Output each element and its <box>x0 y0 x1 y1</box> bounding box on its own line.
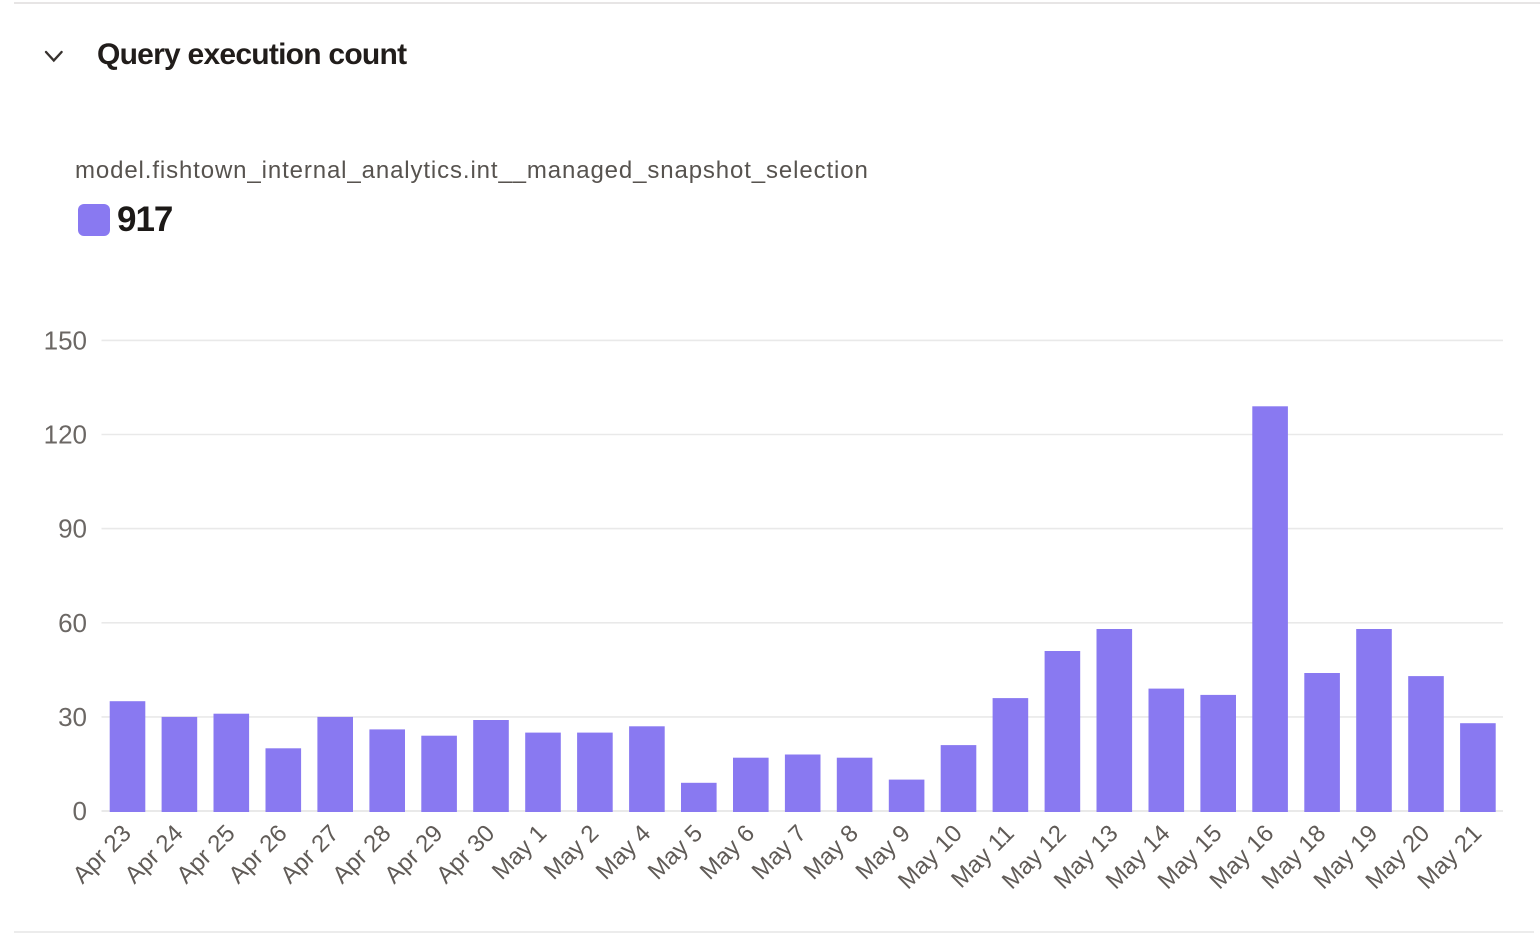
svg-text:120: 120 <box>44 420 87 450</box>
svg-text:90: 90 <box>58 514 87 544</box>
svg-text:150: 150 <box>44 325 87 355</box>
svg-text:Apr 27: Apr 27 <box>275 820 344 889</box>
svg-text:May 8: May 8 <box>799 820 864 885</box>
svg-text:Apr 30: Apr 30 <box>431 820 500 889</box>
svg-text:Apr 29: Apr 29 <box>379 820 448 889</box>
svg-text:Apr 25: Apr 25 <box>171 820 240 889</box>
svg-text:May 5: May 5 <box>643 820 708 885</box>
svg-text:60: 60 <box>58 608 87 638</box>
svg-text:May 7: May 7 <box>747 820 812 885</box>
svg-text:May 6: May 6 <box>695 820 760 885</box>
svg-text:Apr 23: Apr 23 <box>68 820 137 889</box>
svg-text:May 2: May 2 <box>539 820 604 885</box>
svg-text:Apr 24: Apr 24 <box>120 820 189 889</box>
svg-text:0: 0 <box>73 796 87 826</box>
svg-text:Apr 28: Apr 28 <box>327 820 396 889</box>
svg-text:Apr 26: Apr 26 <box>223 820 292 889</box>
svg-text:May 4: May 4 <box>591 820 656 885</box>
svg-text:30: 30 <box>58 702 87 732</box>
svg-text:May 1: May 1 <box>487 820 552 885</box>
